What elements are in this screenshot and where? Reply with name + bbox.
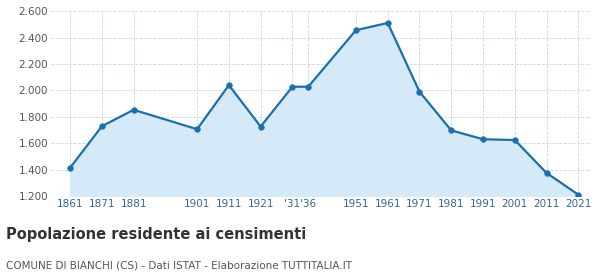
Text: COMUNE DI BIANCHI (CS) - Dati ISTAT - Elaborazione TUTTITALIA.IT: COMUNE DI BIANCHI (CS) - Dati ISTAT - El… bbox=[6, 261, 352, 271]
Text: Popolazione residente ai censimenti: Popolazione residente ai censimenti bbox=[6, 227, 306, 242]
